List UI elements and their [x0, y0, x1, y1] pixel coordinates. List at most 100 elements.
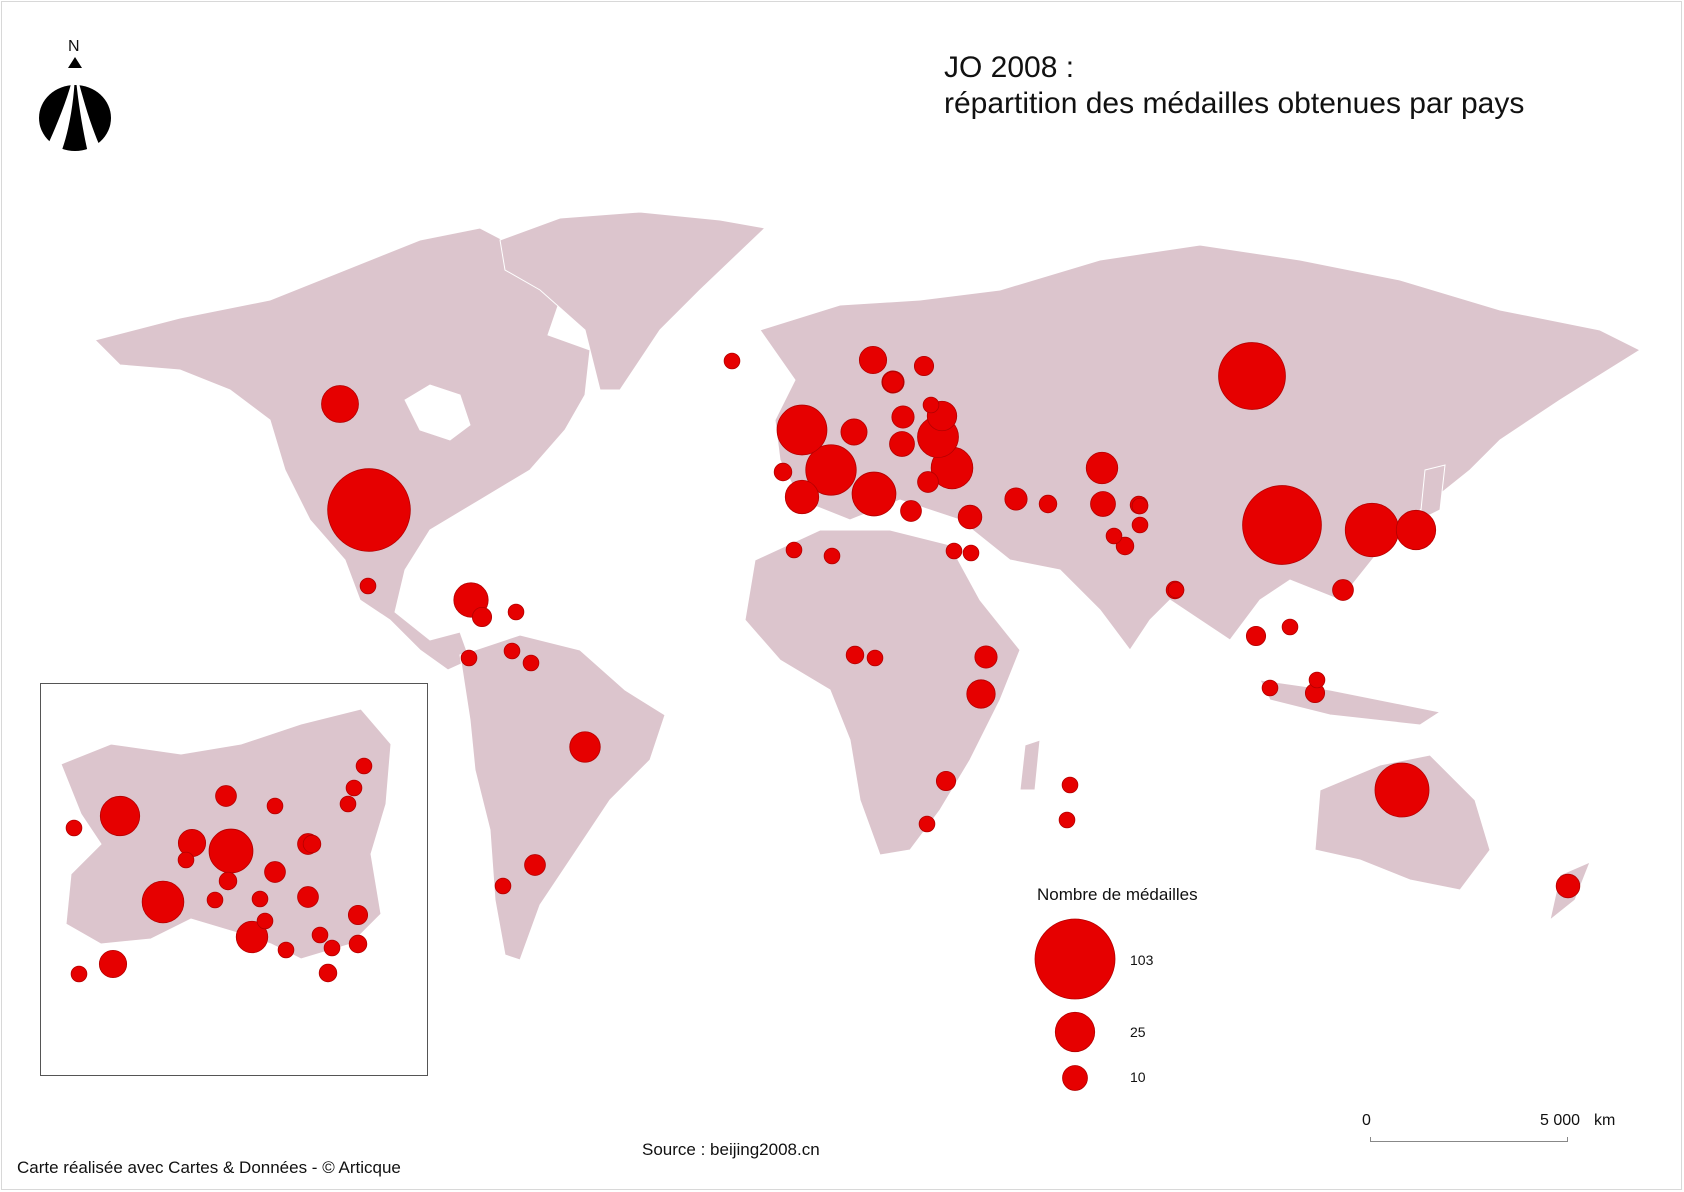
legend-label-medium: 25 [1130, 1024, 1146, 1040]
inset-medal-symbol [297, 886, 319, 908]
medal-symbol [1115, 536, 1135, 556]
medal-symbol [913, 355, 935, 377]
medal-symbol [524, 854, 546, 876]
scale-end-label: 5 000 [1540, 1112, 1581, 1129]
inset-medal-symbol [215, 785, 237, 807]
medal-symbol [891, 405, 915, 429]
medal-symbol [889, 431, 915, 457]
inset-medal-symbol [206, 891, 224, 909]
inset-medal-symbol [256, 912, 274, 930]
north-arrow-icon [39, 57, 111, 153]
title-line-2: répartition des médailles obtenues par p… [944, 87, 1525, 120]
medal-symbol [773, 462, 793, 482]
medal-symbol [1058, 811, 1076, 829]
medal-symbol [1332, 579, 1354, 601]
japan [1419, 464, 1446, 521]
inset-medal-symbol [264, 861, 286, 883]
medal-symbol [851, 471, 897, 517]
medal-symbol [1555, 873, 1581, 899]
inset-medal-symbol [347, 904, 369, 926]
inset-medal-symbol [311, 926, 329, 944]
medal-symbol [1245, 625, 1267, 647]
inset-medal-symbol [348, 934, 368, 954]
medal-symbol [1061, 776, 1079, 794]
inset-medal-symbol [277, 941, 295, 959]
legend-title: Nombre de médailles [1037, 885, 1198, 904]
inset-medal-symbol [218, 871, 238, 891]
medal-symbol [858, 345, 888, 375]
medal-symbol [966, 679, 996, 709]
map-title: JO 2008 : répartition des médailles obte… [944, 50, 1524, 122]
medal-symbol [917, 471, 939, 493]
medal-symbol [460, 649, 478, 667]
medal-symbol [1131, 497, 1149, 515]
inset-medal-symbol [99, 795, 141, 837]
medal-symbol [1261, 679, 1279, 697]
medal-symbol [723, 352, 741, 370]
legend-label-large: 103 [1130, 952, 1154, 968]
medal-symbol [922, 396, 940, 414]
medal-symbol [845, 645, 865, 665]
medal-symbol [935, 770, 957, 792]
medal-symbol [866, 649, 884, 667]
inset-medal-symbol [345, 779, 363, 797]
medal-symbol [823, 547, 841, 565]
north-america-landmass [94, 227, 591, 671]
medal-symbol [785, 541, 803, 559]
inset-medal-symbol [141, 880, 185, 924]
greenland [499, 211, 767, 391]
inset-medal-symbol [318, 963, 338, 983]
inset-medal-symbol [235, 920, 269, 954]
medal-symbol [569, 731, 601, 763]
medal-symbol [1308, 671, 1326, 689]
medal-symbol [945, 542, 963, 560]
madagascar [1019, 739, 1041, 791]
medal-symbol [1004, 487, 1028, 511]
inset-medal-symbol [70, 965, 88, 983]
medal-symbol [1281, 618, 1299, 636]
inset-medal-symbol [339, 795, 357, 813]
medal-symbol [882, 371, 904, 393]
medal-symbol [1374, 762, 1430, 818]
inset-medal-symbol [323, 939, 341, 957]
medal-symbol [522, 654, 540, 672]
medal-symbol [1167, 581, 1185, 599]
medal-symbol [840, 418, 868, 446]
medal-symbol [1242, 485, 1322, 565]
medal-symbol [494, 877, 512, 895]
medal-symbol [1105, 527, 1123, 545]
medal-symbol [327, 468, 411, 552]
scale-start-label: 0 [1362, 1112, 1371, 1129]
inset-medal-symbol [65, 819, 83, 837]
medal-symbol [957, 504, 983, 530]
south-america-landmass [459, 634, 666, 961]
medal-symbol [1131, 516, 1149, 534]
australia-landmass [1314, 754, 1491, 891]
medal-symbol [776, 404, 828, 456]
inset-medal-symbol [208, 828, 254, 874]
medal-symbol [1218, 342, 1286, 410]
title-line-1: JO 2008 : [944, 51, 1075, 84]
inset-medal-symbol [355, 757, 373, 775]
medal-symbol [784, 479, 820, 515]
inset-medal-symbol [177, 851, 195, 869]
inset-medal-symbol [251, 890, 269, 908]
medal-symbol [900, 500, 922, 522]
medal-symbol [805, 444, 857, 496]
inset-medal-symbol [98, 949, 128, 979]
medal-symbol [1085, 451, 1119, 485]
medal-symbol [918, 815, 936, 833]
medal-symbol [321, 385, 359, 423]
source-note: Source : beijing2008.cn [642, 1140, 820, 1159]
medal-symbol [359, 577, 377, 595]
indonesia [1259, 679, 1442, 726]
scale-bar [1370, 1137, 1568, 1142]
medal-symbol [962, 544, 980, 562]
medal-symbol [974, 645, 998, 669]
inset-medal-symbol [302, 834, 322, 854]
scale-unit-label: km [1594, 1112, 1616, 1129]
inset-medal-symbol [266, 797, 284, 815]
medal-symbol [1395, 509, 1437, 551]
